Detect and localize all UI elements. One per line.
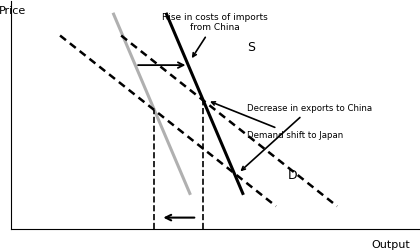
Text: Decrease in exports to China: Decrease in exports to China (241, 104, 373, 170)
Text: Output: Output (372, 240, 410, 250)
Text: S: S (247, 42, 255, 54)
Text: Rise in costs of imports
from China: Rise in costs of imports from China (162, 13, 268, 57)
Text: Demand shift to Japan: Demand shift to Japan (212, 102, 344, 140)
Text: Price: Price (0, 6, 26, 16)
Text: D: D (288, 169, 298, 182)
